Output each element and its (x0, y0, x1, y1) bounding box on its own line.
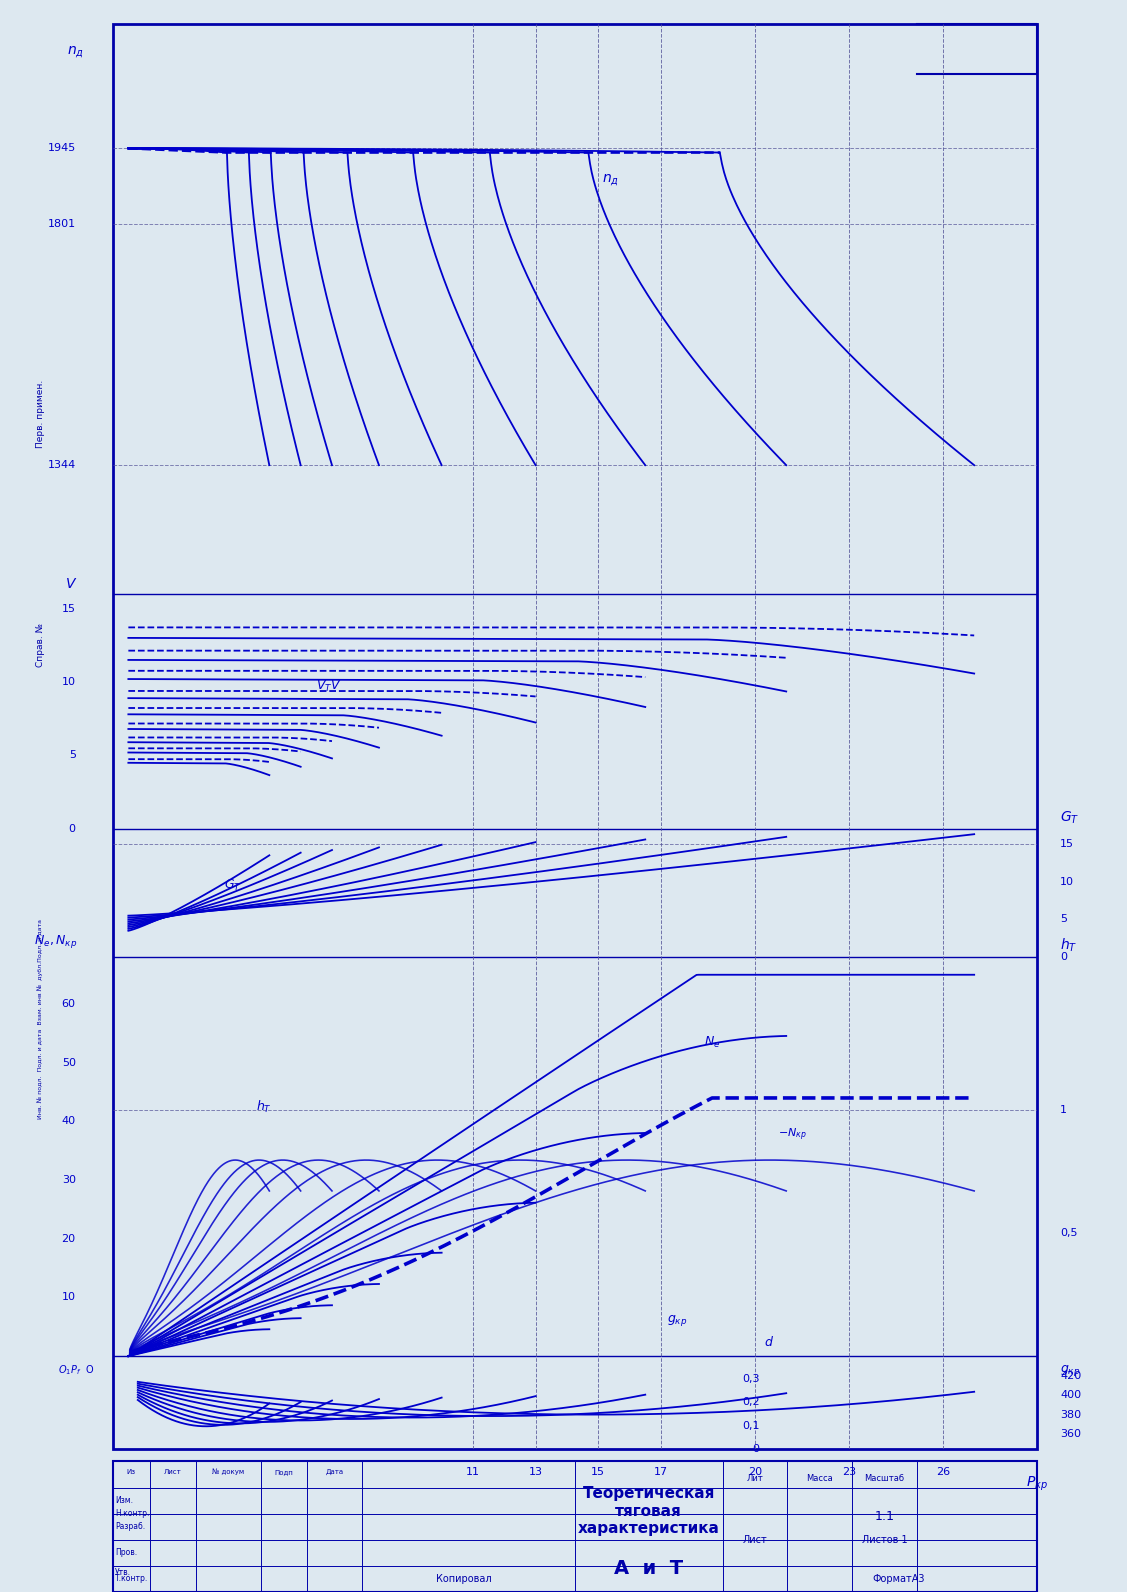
Bar (113, 24, 1037, 1449)
Text: Масса: Масса (806, 1474, 833, 1482)
Text: 400: 400 (1059, 1390, 1081, 1399)
Text: Масштаб: Масштаб (864, 1474, 905, 1482)
Text: 10: 10 (62, 1293, 76, 1302)
Text: 1945: 1945 (47, 143, 76, 153)
Text: Лит: Лит (746, 1474, 763, 1482)
Text: Инв. № подл.  Подл. и дата  Взам. инв №  дубл.Подл. и дата: Инв. № подл. Подл. и дата Взам. инв № ду… (37, 919, 44, 1119)
Text: $V_T V$: $V_T V$ (316, 678, 341, 694)
Text: Изм.: Изм. (115, 1496, 133, 1504)
Text: 1:1: 1:1 (875, 1509, 895, 1524)
Text: $G_T$: $G_T$ (223, 879, 241, 893)
Text: 60: 60 (62, 1000, 76, 1009)
Text: 0,2: 0,2 (742, 1398, 760, 1407)
Text: 15: 15 (62, 603, 76, 613)
Text: 50: 50 (62, 1057, 76, 1068)
Text: 0,5: 0,5 (1059, 1227, 1077, 1239)
Text: 1801: 1801 (47, 220, 76, 229)
Text: $h_T$: $h_T$ (1059, 938, 1077, 954)
Text: $-N_{кр}$: $-N_{кр}$ (778, 1127, 807, 1143)
Text: $N_e, N_{кр}$: $N_e, N_{кр}$ (34, 933, 78, 950)
Text: $g_{кр}$: $g_{кр}$ (1059, 1363, 1081, 1379)
Text: 0: 0 (69, 825, 76, 834)
Text: 11: 11 (465, 1468, 480, 1477)
Text: 0,3: 0,3 (742, 1374, 760, 1385)
Text: $P_{кр}$: $P_{кр}$ (1026, 1474, 1048, 1493)
Text: 20: 20 (748, 1468, 762, 1477)
Text: А  и  Т: А и Т (614, 1559, 683, 1578)
Text: 5: 5 (69, 750, 76, 761)
Text: Лист: Лист (163, 1469, 181, 1474)
Text: Теоретическая
тяговая
характеристика: Теоретическая тяговая характеристика (578, 1487, 720, 1536)
Text: $d$: $d$ (764, 1336, 774, 1348)
Text: 13: 13 (529, 1468, 542, 1477)
Text: 0,1: 0,1 (742, 1420, 760, 1431)
Text: $g_{кр}$: $g_{кр}$ (667, 1313, 687, 1328)
Text: Пров.: Пров. (115, 1549, 137, 1557)
Text: 15: 15 (1059, 839, 1074, 849)
Text: Листов 1: Листов 1 (861, 1535, 907, 1544)
Text: 26: 26 (935, 1468, 950, 1477)
Text: $n_д$: $n_д$ (68, 45, 85, 59)
Text: 10: 10 (1059, 877, 1074, 887)
Text: 17: 17 (654, 1468, 668, 1477)
Text: Утв.: Утв. (115, 1568, 131, 1578)
Text: Разраб.: Разраб. (115, 1522, 145, 1532)
Text: $V$: $V$ (65, 576, 78, 591)
Text: 30: 30 (62, 1175, 76, 1184)
Text: 40: 40 (62, 1116, 76, 1127)
Text: ФорматА3: ФорматА3 (872, 1574, 924, 1584)
Text: $O_1 P_f$  O: $O_1 P_f$ O (57, 1363, 94, 1377)
Text: № докум: № докум (212, 1469, 245, 1476)
Text: Дата: Дата (326, 1469, 344, 1474)
Text: 1: 1 (1059, 1105, 1067, 1114)
Text: 0: 0 (1059, 952, 1067, 962)
Text: 380: 380 (1059, 1409, 1081, 1420)
Text: 10: 10 (62, 677, 76, 688)
Text: Справ. №: Справ. № (36, 622, 45, 667)
Text: $G_T$: $G_T$ (1059, 810, 1080, 826)
Text: Перв. примен.: Перв. примен. (36, 380, 45, 447)
Text: Лист: Лист (743, 1535, 767, 1544)
Text: $h_T$: $h_T$ (256, 1098, 272, 1114)
Text: Н.контр.: Н.контр. (115, 1509, 150, 1519)
Text: Копировал: Копировал (436, 1574, 491, 1584)
Text: $n_д$: $n_д$ (603, 174, 620, 188)
Text: $N_e$: $N_e$ (704, 1035, 720, 1051)
Text: Из: Из (126, 1469, 135, 1474)
Text: Т.контр.: Т.контр. (115, 1574, 149, 1584)
Text: Подп: Подп (274, 1469, 293, 1474)
Text: 420: 420 (1059, 1371, 1081, 1380)
Text: 5: 5 (1059, 914, 1067, 925)
Text: 23: 23 (842, 1468, 855, 1477)
Text: 1344: 1344 (47, 460, 76, 470)
Text: 15: 15 (592, 1468, 605, 1477)
Text: 360: 360 (1059, 1430, 1081, 1439)
Text: 20: 20 (62, 1234, 76, 1243)
Text: 0: 0 (753, 1444, 760, 1453)
